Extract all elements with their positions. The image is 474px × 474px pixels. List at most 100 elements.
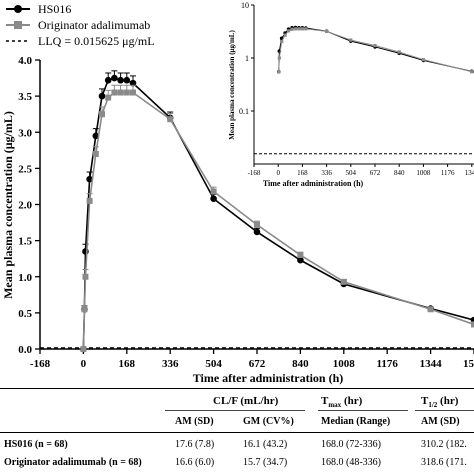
cell-thalf: 318.6 (171. [421,457,467,468]
header-tmax-sub: max [328,401,342,410]
inset-x-tick-label: 168 [297,169,308,177]
data-point [86,197,93,204]
inset-data-point [421,58,425,62]
data-point [210,188,217,195]
inset-data-point [280,39,284,44]
data-point [117,76,124,84]
inset-background [226,0,474,190]
cell-tmax: 168.0 (72-336) [321,439,381,450]
inset-data-point [277,70,281,74]
cell-thalf: 310.2 (182. [421,439,467,450]
x-tick-label: 0 [81,358,87,370]
header-thalf: T1/2 (hr) [421,395,458,409]
table-top-rule [0,388,474,389]
cell-clf-am: 16.6 (6.0) [175,457,215,468]
main-axes: 0.0 0.5 1.0 1.5 2.0 2.5 3.0 3.5 4.0 -168 0 168 336 5… [1,55,474,385]
inset-x-tick-label: 336 [321,169,332,177]
x-tick-label: 336 [162,358,179,370]
data-point [340,278,347,285]
inset-x-tick-label: 840 [394,169,405,177]
data-point [297,256,304,264]
data-point [427,306,434,313]
data-point [254,221,260,228]
legend-item-originator: Originator adalimumab [6,18,150,32]
series-originator [80,84,474,352]
inset-x-tick-label: 672 [370,169,381,177]
subheader-clf-am: AM (SD) [175,416,214,427]
header-thalf-sub: 1/2 [428,401,438,410]
data-point [86,175,93,183]
y-axis-title: Mean plasma concentration (μg/mL) [1,111,15,299]
inset-data-point [300,27,304,31]
inset-data-point [293,27,298,31]
y-tick-label: 4.0 [18,55,32,67]
header-thalf-main: T [421,395,429,407]
data-point [82,248,89,255]
inset-y-tick-label: 10 [241,1,249,10]
series-line [82,91,474,350]
legend-item-llq: LLQ = 0.015625 μg/mL [6,34,155,48]
inset-data-point [373,43,377,48]
data-point [297,252,304,259]
y-tick-label: 1.5 [18,236,32,248]
inset-data-point [297,27,301,31]
subheader-tmax: Median (Range) [321,416,391,427]
inset-data-point [286,29,291,33]
data-point [99,111,105,118]
legend: HS016 Originator adalimumab LLQ = 0.0156… [6,2,155,48]
row-label: Originator adalimumab (n = 68) [4,457,142,468]
x-tick-label: -168 [30,358,51,370]
subheader-clf-gm: GM (CV%) [243,416,294,427]
inset-data-point [277,56,281,60]
data-point [123,89,130,96]
y-tick-label: 2.5 [18,163,32,175]
inset-x-tick-label: -168 [248,169,261,177]
inset-data-point [349,38,353,42]
data-point [82,273,89,280]
inset-data-point [283,33,287,37]
cell-clf-am: 17.6 (7.8) [175,439,215,450]
inset-x-tick-label: 1176 [441,169,455,177]
y-tick-label: 1.0 [18,272,32,284]
x-tick-label: 168 [119,358,136,370]
data-point [81,306,88,313]
legend-marker-originator [14,21,22,29]
x-tick-label: 840 [292,358,309,370]
x-tick-label: 1512 [463,358,474,370]
inset-x-tick-label: 0 [276,169,280,177]
data-point [104,76,112,84]
inset-y-tick-label: 1 [245,54,249,63]
header-bottom-rule [0,432,474,433]
inset-y-axis-title: Mean plasma concentration (μg/mL) [228,30,236,140]
legend-label-originator: Originator adalimumab [38,18,150,32]
data-point [130,89,136,96]
row-label: HS016 (n = 68) [4,439,68,450]
cell-tmax: 168.0 (48-336) [321,457,381,468]
data-point [167,116,174,123]
inset-x-tick-label: 504 [346,169,357,177]
y-tick-label: 0.0 [18,344,32,356]
data-point [253,228,261,236]
cell-clf-gm: 15.7 (34.7) [243,457,288,468]
x-axis-title: Time after administration (h) [193,371,344,385]
data-point [98,92,106,100]
cell-clf-gm: 16.1 (43.2) [243,439,288,450]
y-tick-label: 3.5 [18,91,32,103]
data-point [92,150,99,157]
data-point [111,89,118,96]
data-point [123,76,131,84]
inset-x-axis-title: Time after administration (h) [263,179,364,188]
inset-data-point [304,27,308,31]
y-tick-label: 0.5 [18,308,32,320]
group-rule-thalf [415,410,474,411]
group-rule-clf [165,410,305,411]
x-tick-label: 672 [249,358,266,370]
legend-item-hs016: HS016 [6,2,71,16]
data-point [80,346,87,352]
header-tmax: Tmax (hr) [321,395,362,409]
header-tmax-unit: (hr) [341,395,363,407]
inset-y-tick-label: 0.1 [239,107,249,116]
stats-table: CL/F (mL/hr) Tmax (hr) T1/2 (hr) AM (SD)… [0,388,474,474]
legend-label-hs016: HS016 [38,2,71,16]
